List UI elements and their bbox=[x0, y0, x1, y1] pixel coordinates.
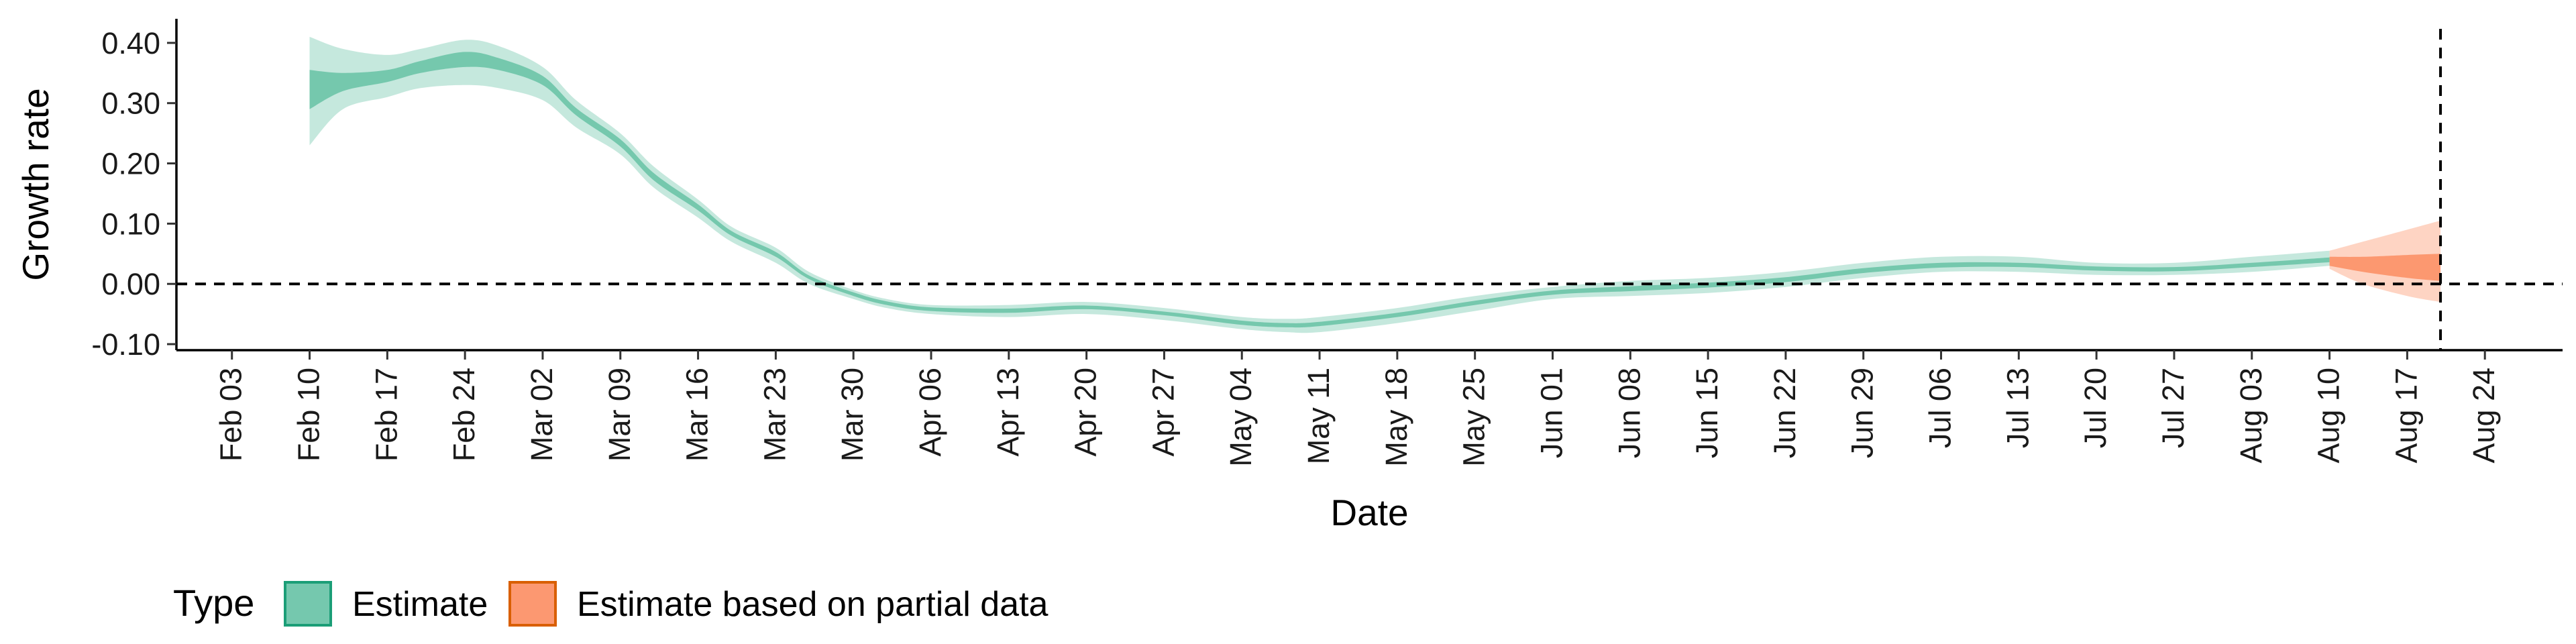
x-tick-label: Feb 03 bbox=[214, 368, 248, 462]
legend-label-partial: Estimate based on partial data bbox=[577, 585, 1049, 624]
x-tick-label: Jun 29 bbox=[1845, 368, 1880, 458]
x-tick-label: Jun 15 bbox=[1690, 368, 1724, 458]
x-tick-label: Apr 13 bbox=[991, 368, 1025, 457]
x-tick-label: Jun 22 bbox=[1768, 368, 1802, 458]
x-tick-label: Feb 24 bbox=[447, 368, 481, 462]
y-axis-title: Growth rate bbox=[15, 88, 56, 280]
y-tick-label: 0.30 bbox=[101, 87, 160, 121]
legend-key-partial bbox=[508, 581, 557, 627]
y-tick-label: 0.10 bbox=[101, 207, 160, 241]
x-tick-label: Aug 24 bbox=[2467, 368, 2501, 464]
band-outer-estimate bbox=[309, 36, 2330, 333]
x-tick-label: Apr 27 bbox=[1146, 368, 1180, 457]
legend-title: Type bbox=[173, 582, 254, 624]
legend-key-estimate bbox=[284, 581, 332, 627]
x-tick-label: Jul 27 bbox=[2156, 368, 2190, 448]
band-inner-partial bbox=[2329, 254, 2440, 281]
x-tick-label: Aug 10 bbox=[2312, 368, 2346, 464]
x-tick-label: Aug 03 bbox=[2234, 368, 2268, 464]
y-tick-label: -0.10 bbox=[91, 327, 160, 362]
x-tick-label: May 11 bbox=[1301, 368, 1336, 464]
x-tick-label: Aug 17 bbox=[2389, 368, 2423, 464]
x-tick-label: Jul 13 bbox=[2000, 368, 2035, 448]
band-inner-estimate bbox=[309, 52, 2330, 328]
x-tick-label: Mar 30 bbox=[835, 368, 869, 462]
x-tick-label: Apr 06 bbox=[913, 368, 947, 457]
x-tick-label: Feb 17 bbox=[369, 368, 403, 462]
y-axis-ticks: -0.10 0.00 0.10 0.20 0.30 0.40 bbox=[91, 26, 176, 362]
y-tick-label: 0.00 bbox=[101, 267, 160, 301]
x-tick-label: Mar 16 bbox=[680, 368, 714, 462]
x-tick-label: Jun 08 bbox=[1612, 368, 1646, 458]
x-tick-label: Mar 02 bbox=[525, 368, 559, 462]
x-tick-label: Jun 01 bbox=[1534, 368, 1568, 458]
y-tick-label: 0.40 bbox=[101, 26, 160, 60]
y-tick-label: 0.20 bbox=[101, 147, 160, 181]
x-tick-label: Feb 10 bbox=[292, 368, 326, 462]
legend: Type Estimate Estimate based on partial … bbox=[173, 581, 1049, 627]
x-axis-ticks: Feb 03 Feb 10 Feb 17 Feb 24 Mar 02 Mar 09 Mar … bbox=[214, 350, 2501, 467]
legend-label-estimate: Estimate bbox=[352, 585, 488, 624]
x-tick-label: Apr 20 bbox=[1069, 368, 1103, 457]
x-tick-label: Jul 20 bbox=[2078, 368, 2112, 448]
x-tick-label: May 25 bbox=[1457, 368, 1491, 467]
x-tick-label: May 04 bbox=[1224, 368, 1258, 467]
x-tick-label: Jul 06 bbox=[1923, 368, 1957, 448]
x-axis-title: Date bbox=[1330, 492, 1408, 533]
x-tick-label: May 18 bbox=[1379, 368, 1413, 467]
x-tick-label: Mar 09 bbox=[602, 368, 637, 462]
plot-area bbox=[175, 19, 2563, 352]
x-tick-label: Mar 23 bbox=[757, 368, 792, 462]
